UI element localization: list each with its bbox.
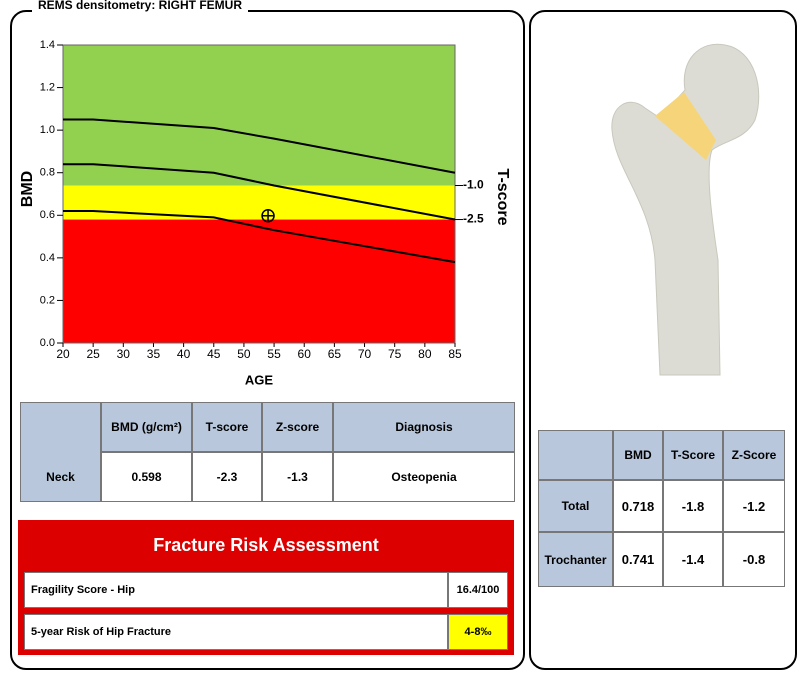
x-tick-label: 80 [418,347,432,361]
header-cell: Z-score [262,402,333,452]
data-cell: 0.741 [613,532,663,587]
x-tick-label: 40 [177,347,191,361]
data-cell: -1.3 [262,452,333,502]
y-tick-label: 1.2 [40,81,55,93]
data-cell: -1.4 [663,532,723,587]
reference-curve [63,163,456,221]
x-tick-label: 45 [207,347,221,361]
y-tick-label: 1.4 [40,39,55,51]
risk-value: 16.4/100 [448,572,508,608]
x-tick-label: 30 [117,347,131,361]
y-tick-label: 0.2 [40,294,55,306]
y2-tick-label: -2.5 [463,212,484,226]
row-header: Trochanter [538,532,613,587]
zone [63,219,455,343]
risk-label: 5-year Risk of Hip Fracture [24,614,448,650]
x-tick-label: 55 [267,347,281,361]
row-header: Total [538,480,613,532]
x-tick-label: 85 [448,347,462,361]
data-cell: Osteopenia [333,452,515,502]
y-tick-label: 0.8 [40,167,55,179]
x-tick-label: 35 [147,347,161,361]
header-cell: T-Score [663,430,723,480]
header-cell: Diagnosis [333,402,515,452]
x-tick-label: 25 [86,347,100,361]
x-tick-label: 50 [237,347,251,361]
data-cell: -1.8 [663,480,723,532]
x-tick-label: 65 [328,347,342,361]
risk-title: Fracture Risk Assessment [153,534,379,555]
patient-marker-cross [262,209,275,222]
x-tick-label: 70 [358,347,372,361]
x-axis-label: AGE [245,372,274,387]
left-panel [10,10,525,670]
x-tick-label: 20 [56,347,70,361]
table-corner [538,430,613,480]
header-cell: Z-Score [723,430,785,480]
header-cell: T-score [192,402,262,452]
x-tick-label: 75 [388,347,402,361]
y-axis-label: BMD [19,171,36,207]
zone [63,185,455,220]
right-panel [529,10,797,670]
data-cell: 0.598 [101,452,192,502]
y-tick-label: 1.0 [40,124,55,136]
data-cell: 0.718 [613,480,663,532]
row-header: Neck [20,452,101,502]
y2-tick-label: -1.0 [463,178,484,192]
reference-curve [63,118,456,174]
reference-curve [63,210,456,264]
x-tick-label: 60 [298,347,312,361]
data-cell: -1.2 [723,480,785,532]
header-cell: BMD [613,430,663,480]
risk-label: Fragility Score - Hip [24,572,448,608]
y-tick-label: 0.6 [40,209,55,221]
y-tick-label: 0.4 [40,252,55,264]
y2-axis-label: T-score [494,169,511,226]
plot-frame [62,44,456,344]
data-cell: -2.3 [192,452,262,502]
femur-illustration [611,43,760,376]
panel-title: REMS densitometry: RIGHT FEMUR [32,0,249,12]
y-tick-label: 0.0 [40,337,55,349]
zone [63,45,455,186]
risk-value: 4-8‰ [448,614,508,650]
chart: 0.0 0.2 0.4 0.6 0.8 1.0 1.2 1.4 20 25 30 35 40 45 50 55… [19,39,511,388]
header-cell: BMD (g/cm²) [101,402,192,452]
data-cell: -0.8 [723,532,785,587]
